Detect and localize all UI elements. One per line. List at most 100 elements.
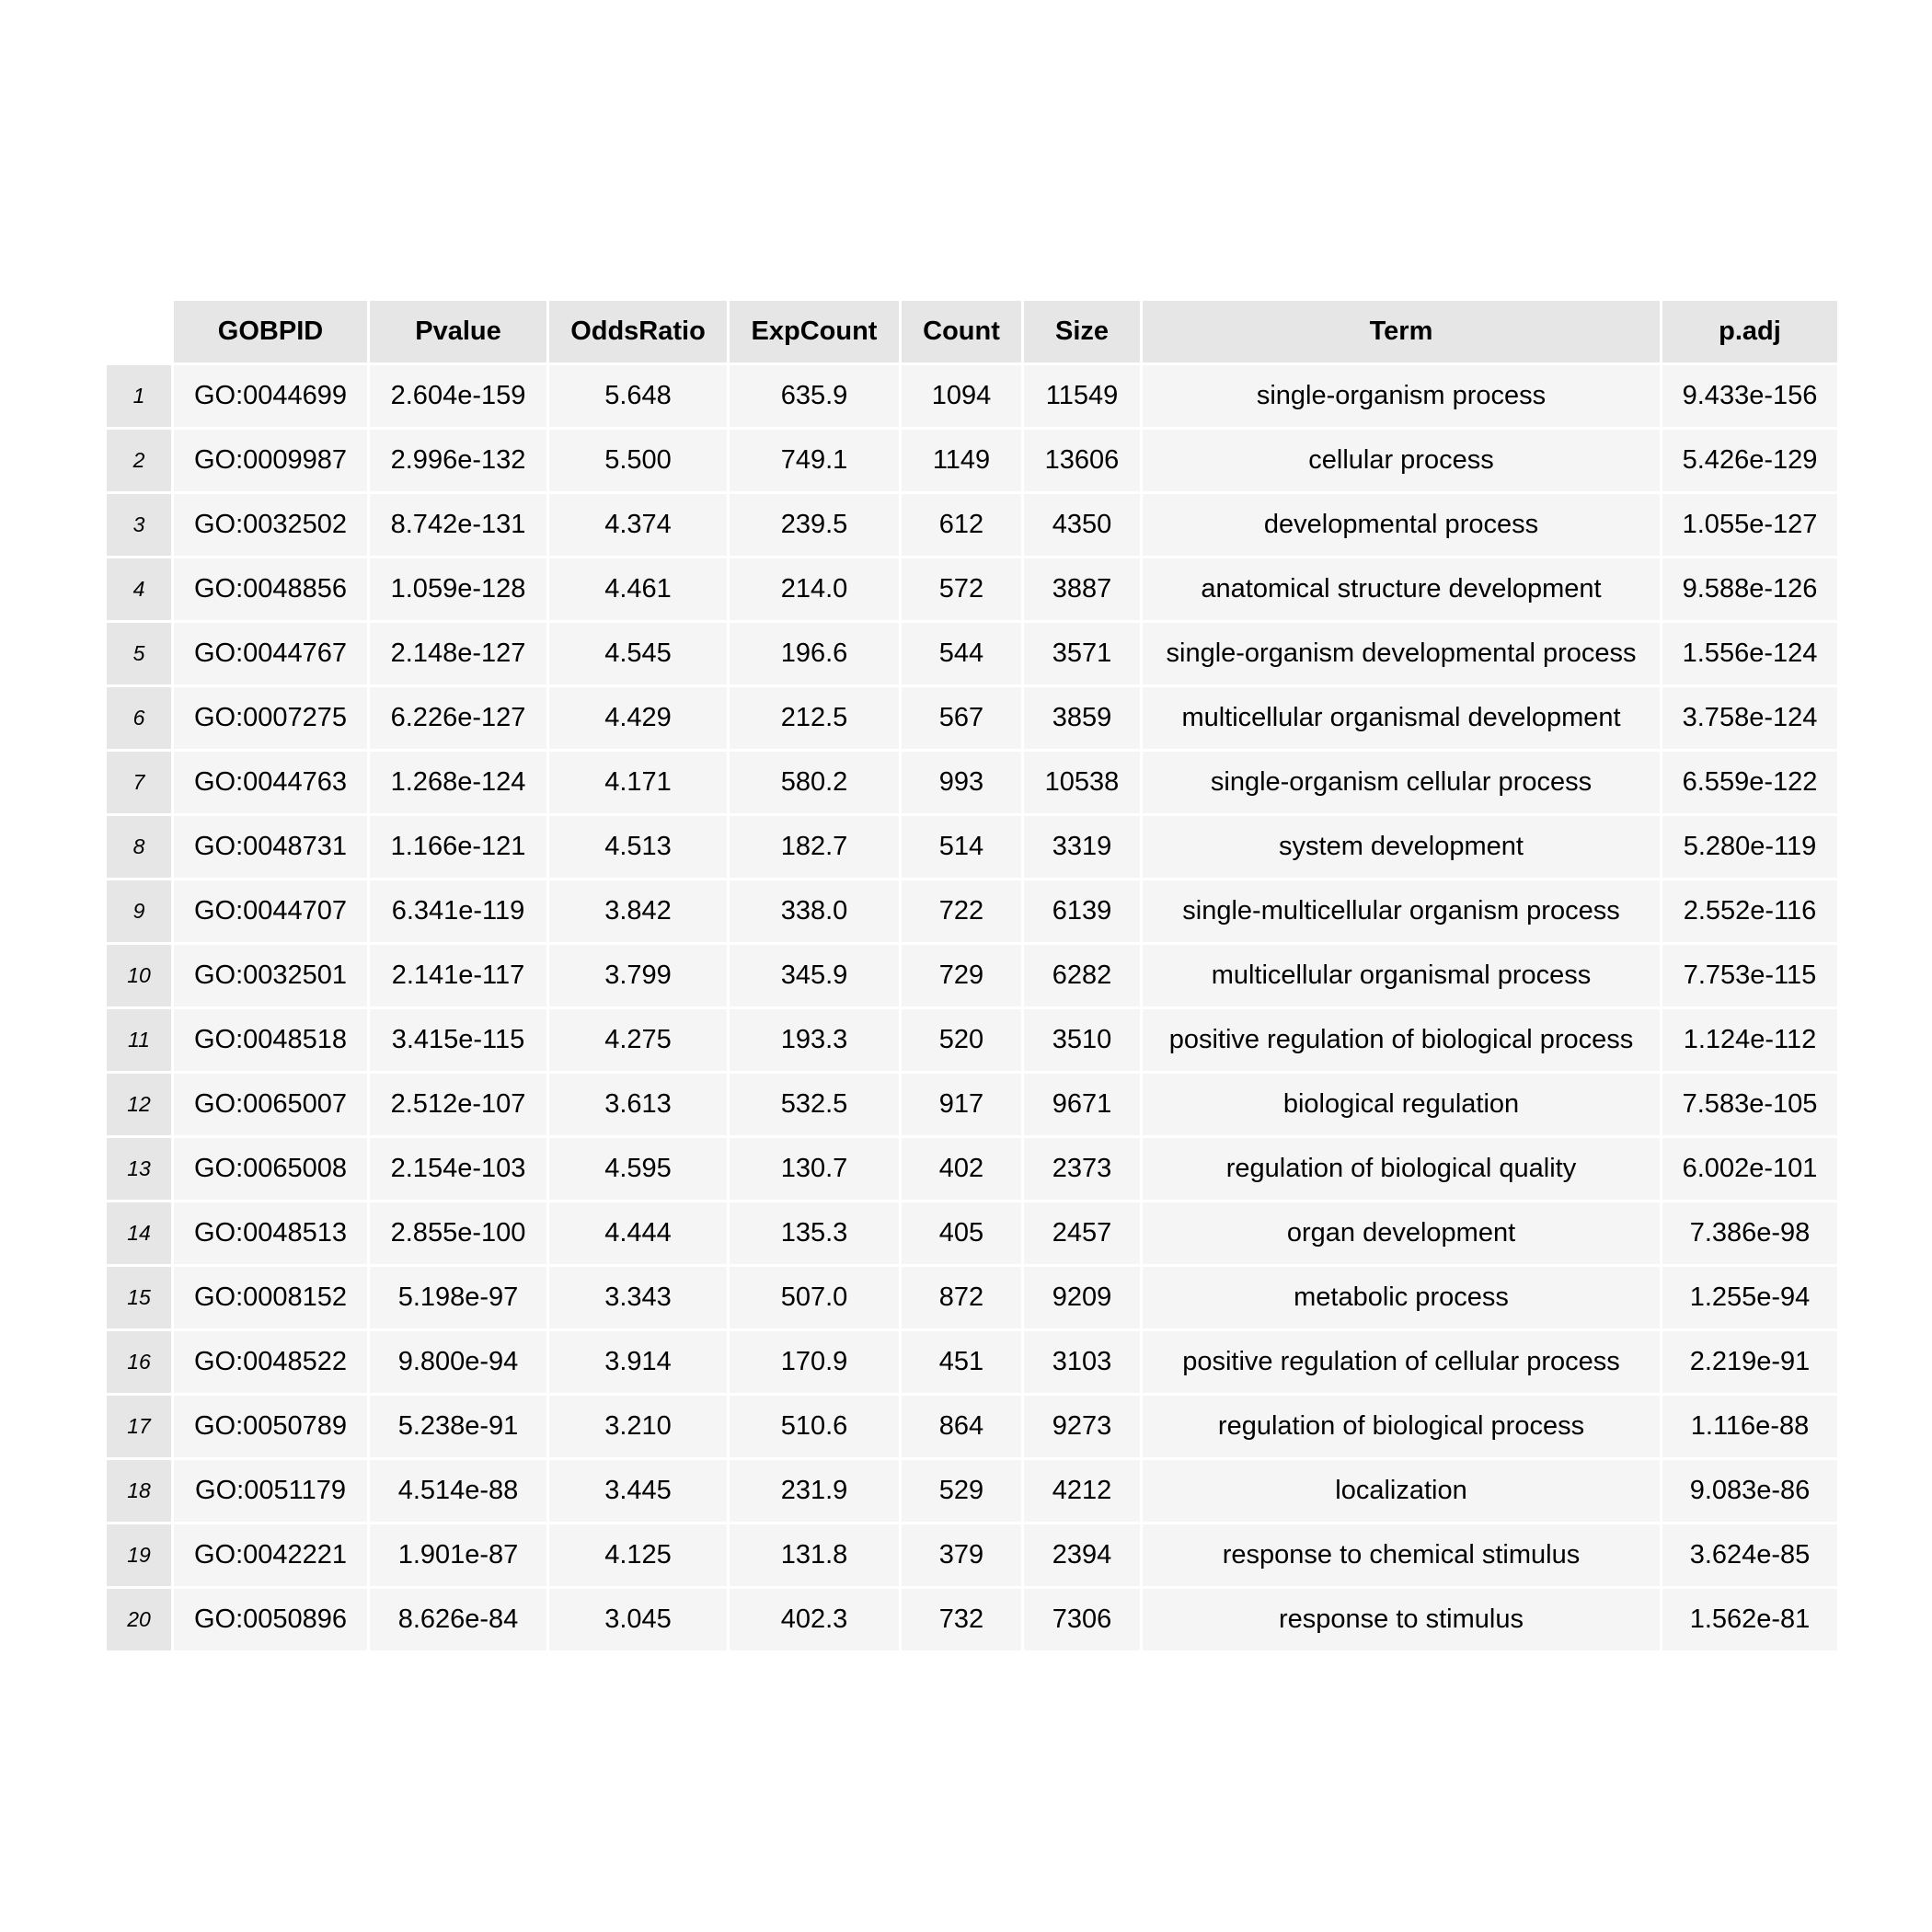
table-cell: 3.624e-85 bbox=[1662, 1524, 1837, 1586]
table-row: 2 GO:0009987 2.996e-132 5.500 749.1 1149 13606… bbox=[107, 430, 1837, 491]
table-cell: 2.141e-117 bbox=[370, 945, 546, 1006]
table-cell: regulation of biological quality bbox=[1143, 1138, 1660, 1200]
table-cell: 2457 bbox=[1024, 1202, 1140, 1264]
table-cell: 402 bbox=[902, 1138, 1021, 1200]
table-cell: 5.426e-129 bbox=[1662, 430, 1837, 491]
table-cell: GO:0044699 bbox=[174, 365, 367, 427]
table-cell: GO:0050789 bbox=[174, 1396, 367, 1457]
table-cell: 130.7 bbox=[730, 1138, 899, 1200]
table-cell: 11549 bbox=[1024, 365, 1140, 427]
table-cell: 4.513 bbox=[549, 816, 727, 878]
table-cell: 1.124e-112 bbox=[1662, 1009, 1837, 1071]
table-cell: 8.626e-84 bbox=[370, 1589, 546, 1650]
table-cell: GO:0008152 bbox=[174, 1267, 367, 1328]
table-cell: 993 bbox=[902, 752, 1021, 813]
table-cell: 182.7 bbox=[730, 816, 899, 878]
table-cell: 3.613 bbox=[549, 1074, 727, 1135]
table-cell: 3.415e-115 bbox=[370, 1009, 546, 1071]
table-cell: 2.148e-127 bbox=[370, 623, 546, 684]
table-cell: 864 bbox=[902, 1396, 1021, 1457]
table-cell: 9.083e-86 bbox=[1662, 1460, 1837, 1522]
table-cell: cellular process bbox=[1143, 430, 1660, 491]
table-cell: 3571 bbox=[1024, 623, 1140, 684]
table-cell: 5.500 bbox=[549, 430, 727, 491]
table-cell: GO:0065008 bbox=[174, 1138, 367, 1200]
table-cell: response to chemical stimulus bbox=[1143, 1524, 1660, 1586]
table-cell: positive regulation of biological proces… bbox=[1143, 1009, 1660, 1071]
table-cell: 580.2 bbox=[730, 752, 899, 813]
table-cell: 402.3 bbox=[730, 1589, 899, 1650]
table-cell: GO:0032501 bbox=[174, 945, 367, 1006]
table-cell: 5.280e-119 bbox=[1662, 816, 1837, 878]
row-label: 19 bbox=[107, 1524, 171, 1586]
table-cell: GO:0048856 bbox=[174, 558, 367, 620]
table-cell: 3859 bbox=[1024, 687, 1140, 749]
table-cell: GO:0044767 bbox=[174, 623, 367, 684]
table-cell: 2.996e-132 bbox=[370, 430, 546, 491]
table-cell: 8.742e-131 bbox=[370, 494, 546, 556]
table-cell: 2373 bbox=[1024, 1138, 1140, 1200]
table-cell: 3510 bbox=[1024, 1009, 1140, 1071]
table-cell: 510.6 bbox=[730, 1396, 899, 1457]
table-cell: GO:0042221 bbox=[174, 1524, 367, 1586]
table-cell: 135.3 bbox=[730, 1202, 899, 1264]
table-cell: 2.604e-159 bbox=[370, 365, 546, 427]
table-row: 16 GO:0048522 9.800e-94 3.914 170.9 451 3103 po… bbox=[107, 1331, 1837, 1393]
table-cell: 170.9 bbox=[730, 1331, 899, 1393]
table-cell: GO:0032502 bbox=[174, 494, 367, 556]
table-cell: 3.210 bbox=[549, 1396, 727, 1457]
row-label: 6 bbox=[107, 687, 171, 749]
table-cell: positive regulation of cellular process bbox=[1143, 1331, 1660, 1393]
table-row: 4 GO:0048856 1.059e-128 4.461 214.0 572 3887 an… bbox=[107, 558, 1837, 620]
row-label: 8 bbox=[107, 816, 171, 878]
table-cell: 529 bbox=[902, 1460, 1021, 1522]
table-cell: 13606 bbox=[1024, 430, 1140, 491]
table-cell: 5.198e-97 bbox=[370, 1267, 546, 1328]
table-cell: 1094 bbox=[902, 365, 1021, 427]
table-cell: 5.648 bbox=[549, 365, 727, 427]
table-cell: GO:0044763 bbox=[174, 752, 367, 813]
column-header: Count bbox=[902, 301, 1021, 362]
table-cell: 3.914 bbox=[549, 1331, 727, 1393]
table-cell: 1.055e-127 bbox=[1662, 494, 1837, 556]
row-label: 13 bbox=[107, 1138, 171, 1200]
column-header: Term bbox=[1143, 301, 1660, 362]
go-enrichment-table: GOBPID Pvalue OddsRatio ExpCount Count S… bbox=[104, 298, 1840, 1653]
row-label: 15 bbox=[107, 1267, 171, 1328]
table-cell: 3.758e-124 bbox=[1662, 687, 1837, 749]
table-row: 12 GO:0065007 2.512e-107 3.613 532.5 917 9671 b… bbox=[107, 1074, 1837, 1135]
table-cell: 7.583e-105 bbox=[1662, 1074, 1837, 1135]
table-cell: 451 bbox=[902, 1331, 1021, 1393]
table-cell: 520 bbox=[902, 1009, 1021, 1071]
column-header: ExpCount bbox=[730, 301, 899, 362]
table-cell: 2.154e-103 bbox=[370, 1138, 546, 1200]
row-label: 5 bbox=[107, 623, 171, 684]
table-cell: GO:0048522 bbox=[174, 1331, 367, 1393]
table-row: 8 GO:0048731 1.166e-121 4.513 182.7 514 3319 sy… bbox=[107, 816, 1837, 878]
table-cell: 6.341e-119 bbox=[370, 880, 546, 942]
table-row: 7 GO:0044763 1.268e-124 4.171 580.2 993 10538 s… bbox=[107, 752, 1837, 813]
table-cell: 4.461 bbox=[549, 558, 727, 620]
table-cell: 635.9 bbox=[730, 365, 899, 427]
table-cell: 4.429 bbox=[549, 687, 727, 749]
table-cell: 7.386e-98 bbox=[1662, 1202, 1837, 1264]
table-cell: 9273 bbox=[1024, 1396, 1140, 1457]
table-cell: 6.559e-122 bbox=[1662, 752, 1837, 813]
table-cell: GO:0048518 bbox=[174, 1009, 367, 1071]
table-cell: 379 bbox=[902, 1524, 1021, 1586]
table-cell: 3887 bbox=[1024, 558, 1140, 620]
table-cell: single-organism process bbox=[1143, 365, 1660, 427]
column-header: OddsRatio bbox=[549, 301, 727, 362]
table-row: 1 GO:0044699 2.604e-159 5.648 635.9 1094 11549… bbox=[107, 365, 1837, 427]
table-cell: 732 bbox=[902, 1589, 1021, 1650]
table-cell: 4212 bbox=[1024, 1460, 1140, 1522]
table-cell: 4.595 bbox=[549, 1138, 727, 1200]
table-row: 6 GO:0007275 6.226e-127 4.429 212.5 567 3859 mu… bbox=[107, 687, 1837, 749]
table-row: 5 GO:0044767 2.148e-127 4.545 196.6 544 3571 si… bbox=[107, 623, 1837, 684]
row-label: 12 bbox=[107, 1074, 171, 1135]
table-cell: single-organism developmental process bbox=[1143, 623, 1660, 684]
table-cell: 3.799 bbox=[549, 945, 727, 1006]
table-cell: 231.9 bbox=[730, 1460, 899, 1522]
table-cell: GO:0007275 bbox=[174, 687, 367, 749]
table-cell: 4.275 bbox=[549, 1009, 727, 1071]
